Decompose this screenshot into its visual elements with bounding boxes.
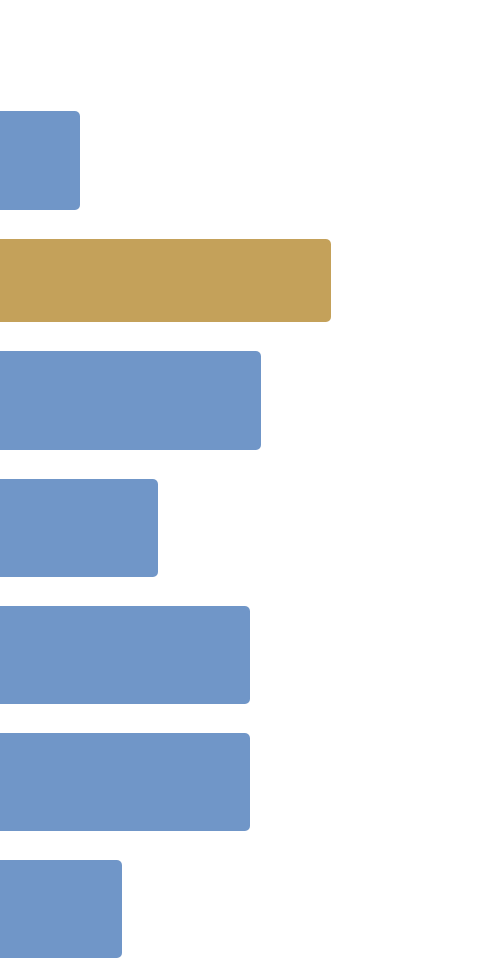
- bar: [0, 606, 250, 704]
- bar: [0, 860, 122, 958]
- bar: [0, 733, 250, 831]
- bar: [0, 111, 80, 210]
- bar: [0, 351, 261, 450]
- bar: [0, 239, 331, 322]
- bar: [0, 479, 158, 577]
